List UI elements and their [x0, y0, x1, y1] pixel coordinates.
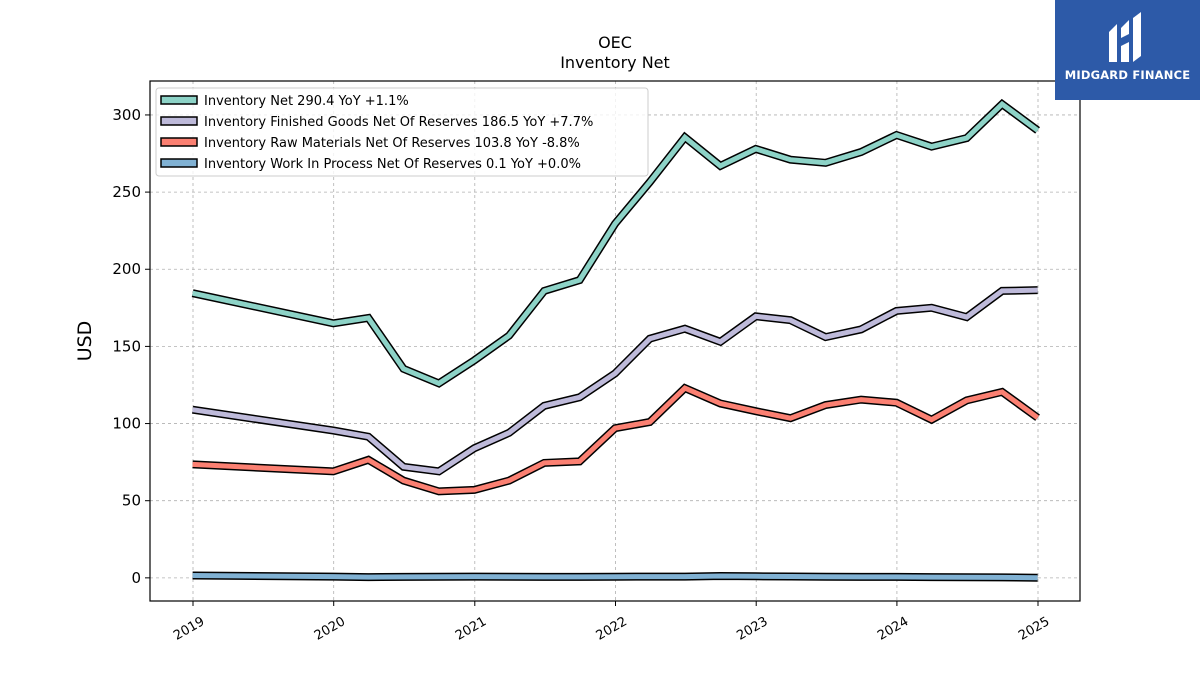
y-tick-label: 150	[112, 337, 141, 355]
legend-label: Inventory Finished Goods Net Of Reserves…	[204, 115, 593, 130]
legend-label: Inventory Net 290.4 YoY +1.1%	[204, 94, 409, 109]
legend-swatch	[160, 116, 198, 126]
y-tick-label: 200	[112, 260, 141, 278]
x-tick-label: 2019	[171, 614, 207, 644]
y-axis-label: USD	[74, 321, 96, 362]
series-1-line	[192, 100, 1040, 387]
series-lines	[191, 98, 1040, 582]
x-tick-label: 2022	[594, 614, 630, 644]
y-tick-label: 250	[112, 183, 141, 201]
brand-name: MIDGARD FINANCE	[1064, 68, 1191, 82]
series-2-line	[192, 287, 1038, 474]
chart-title: OEC	[598, 33, 632, 52]
legend-swatch	[160, 158, 198, 168]
legend-swatch	[160, 95, 198, 105]
legend: Inventory Net 290.4 YoY +1.1% Inventory F…	[155, 87, 649, 177]
x-tick-label: 2023	[734, 614, 770, 644]
x-tick-label: 2024	[875, 614, 911, 644]
x-tick-label: 2025	[1016, 614, 1052, 644]
legend-box	[155, 87, 649, 177]
x-axis-ticks: 2019 2020 2021 2022 2023 2024 2025	[171, 601, 1052, 644]
y-tick-label: 300	[112, 106, 141, 124]
y-tick-label: 100	[112, 415, 141, 433]
x-tick-label: 2021	[453, 614, 489, 644]
y-tick-label: 0	[131, 569, 141, 587]
x-tick-label: 2020	[312, 614, 348, 644]
series-4-line	[192, 573, 1038, 581]
chart-subtitle: Inventory Net	[560, 53, 670, 72]
legend-swatch	[160, 137, 198, 147]
y-axis-ticks: 0 50 100 150 200 250 300	[112, 106, 150, 587]
series-3-outline	[192, 383, 1040, 496]
midgard-finance-logo: MIDGARD FINANCE	[1055, 0, 1200, 100]
midgard-logo-icon	[1109, 12, 1141, 62]
series-3-line	[192, 385, 1040, 494]
y-tick-label: 50	[122, 492, 141, 510]
legend-label: Inventory Raw Materials Net Of Reserves …	[204, 136, 580, 151]
legend-label: Inventory Work In Process Net Of Reserve…	[204, 157, 581, 172]
